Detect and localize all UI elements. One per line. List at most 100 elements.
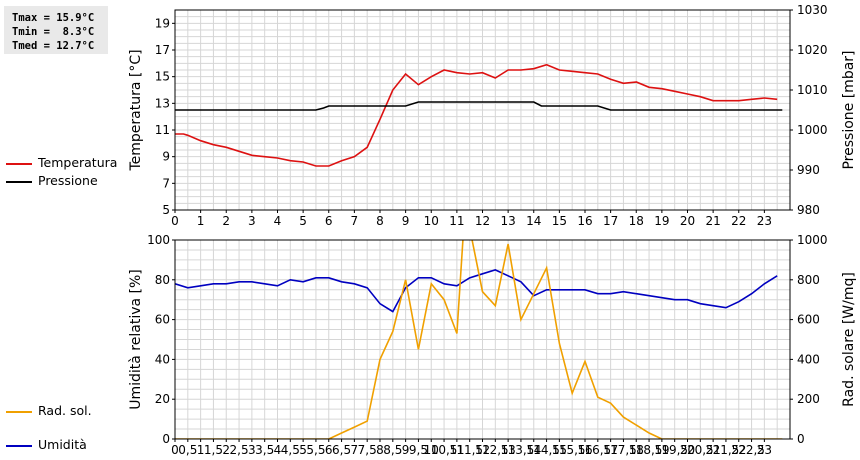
bottom-y2-tick-label: 200 [797, 392, 820, 406]
top-y-tick-label: 5 [162, 203, 170, 217]
bottom-y2-tick-label: 800 [797, 273, 820, 287]
top-x-tick-label: 13 [500, 214, 515, 228]
top-x-tick-label: 10 [424, 214, 439, 228]
bottom-y-tick-label: 40 [155, 352, 170, 366]
bottom-y-tick-label: 20 [155, 392, 170, 406]
top-y2-tick-label: 980 [797, 203, 820, 217]
bottom-x-tick-label: 10 [424, 443, 439, 457]
top-y-tick-label: 15 [155, 70, 170, 84]
top-x-tick-label: 3 [248, 214, 256, 228]
bottom-x-tick-label: 5 [299, 443, 307, 457]
top-y-tick-label: 19 [155, 16, 170, 30]
bottom-ylabel: Umidità relativa [%] [128, 269, 144, 410]
bottom-x-tick-label: 15 [552, 443, 567, 457]
top-x-tick-label: 7 [351, 214, 359, 228]
legend-temperature-swatch [6, 163, 32, 165]
bottom-x-tick-label: 17,5 [610, 443, 637, 457]
top-y-tick-label: 11 [155, 123, 170, 137]
bottom-x-tick-label: 3,5 [255, 443, 274, 457]
top-x-tick-label: 0 [171, 214, 179, 228]
bottom-x-tick-label: 11 [449, 443, 464, 457]
legend-humidity-swatch [6, 445, 32, 447]
bottom-x-tick-label: 8,5 [383, 443, 402, 457]
top-x-tick-label: 22 [731, 214, 746, 228]
top-y2-tick-label: 1010 [797, 83, 828, 97]
bottom-x-tick-label: 14,5 [533, 443, 560, 457]
bottom-x-tick-label: 19,5 [661, 443, 688, 457]
top-x-tick-label: 19 [654, 214, 669, 228]
legend-solar-label: Rad. sol. [38, 403, 92, 418]
bottom-x-tick-label: 22 [731, 443, 746, 457]
bottom-x-tick-label: 20 [680, 443, 695, 457]
top-x-tick-label: 5 [299, 214, 307, 228]
bottom-x-tick-label: 23 [757, 443, 772, 457]
bottom-x-tick-label: 3 [248, 443, 256, 457]
bottom-x-tick-label: 0 [171, 443, 179, 457]
legend-humidity-label: Umidità [38, 437, 87, 452]
bottom-x-tick-label: 1,5 [204, 443, 223, 457]
top-y2-tick-label: 1030 [797, 3, 828, 17]
bottom-x-tick-label: 16,5 [584, 443, 611, 457]
top-x-tick-label: 8 [376, 214, 384, 228]
bottom-y2label: Rad. solare [W/mq] [841, 272, 857, 407]
bottom-x-tick-label: 9,5 [409, 443, 428, 457]
stat-tmax: Tmax = 15.9°C [12, 12, 95, 24]
bottom-x-tick-label: 7 [351, 443, 359, 457]
top-x-tick-label: 12 [475, 214, 490, 228]
bottom-x-tick-label: 12,5 [482, 443, 509, 457]
stat-tmed: Tmed = 12.7°C [12, 40, 95, 52]
bottom-x-tick-label: 21,5 [713, 443, 740, 457]
bottom-x-tick-label: 18,5 [636, 443, 663, 457]
bottom-x-tick-label: 10,5 [431, 443, 458, 457]
bottom-y-tick-label: 60 [155, 313, 170, 327]
top-y2-tick-label: 1000 [797, 123, 828, 137]
top-x-tick-label: 14 [526, 214, 541, 228]
bottom-y-tick-label: 100 [147, 233, 170, 247]
bottom-x-tick-label: 0,5 [178, 443, 197, 457]
bottom-y-tick-label: 0 [162, 432, 170, 446]
top-y2-tick-label: 1020 [797, 43, 828, 57]
bottom-y2-tick-label: 600 [797, 313, 820, 327]
legend-pressure-label: Pressione [38, 173, 98, 188]
top-x-tick-label: 6 [325, 214, 333, 228]
top-y2-tick-label: 990 [797, 163, 820, 177]
bottom-x-tick-label: 18 [629, 443, 644, 457]
top-series-1-line [175, 101, 783, 111]
top-x-tick-label: 18 [629, 214, 644, 228]
bottom-x-tick-label: 12 [475, 443, 490, 457]
bottom-x-tick-label: 6,5 [332, 443, 351, 457]
top-x-tick-label: 20 [680, 214, 695, 228]
top-x-tick-label: 9 [402, 214, 410, 228]
bottom-series-1-line [175, 240, 783, 439]
bottom-x-tick-label: 17 [603, 443, 618, 457]
bottom-x-tick-label: 22,5 [738, 443, 765, 457]
top-y-tick-label: 13 [155, 96, 170, 110]
bottom-x-tick-label: 4 [274, 443, 282, 457]
bottom-x-tick-label: 21 [705, 443, 720, 457]
top-x-tick-label: 2 [222, 214, 230, 228]
bottom-x-tick-label: 9 [402, 443, 410, 457]
bottom-x-tick-label: 6 [325, 443, 333, 457]
bottom-y2-tick-label: 0 [797, 432, 805, 446]
top-x-tick-label: 17 [603, 214, 618, 228]
legend-solar-swatch [6, 411, 32, 413]
top-y-tick-label: 7 [162, 176, 170, 190]
top-y-tick-label: 9 [162, 150, 170, 164]
bottom-series-0-line [175, 269, 778, 313]
bottom-y2-tick-label: 1000 [797, 233, 828, 247]
top-x-tick-label: 15 [552, 214, 567, 228]
bottom-x-tick-label: 1 [197, 443, 205, 457]
bottom-x-tick-label: 20,5 [687, 443, 714, 457]
top-x-tick-label: 11 [449, 214, 464, 228]
bottom-x-tick-label: 14 [526, 443, 541, 457]
stats-box: Tmax = 15.9°C Tmin = 8.3°C Tmed = 12.7°C [4, 6, 108, 54]
bottom-x-tick-label: 2,5 [230, 443, 249, 457]
bottom-x-tick-label: 8 [376, 443, 384, 457]
stat-tmin: Tmin = 8.3°C [12, 26, 95, 38]
legend-temperature-label: Temperatura [38, 155, 118, 170]
bottom-x-tick-label: 16 [577, 443, 592, 457]
top-x-tick-label: 4 [274, 214, 282, 228]
bottom-x-tick-label: 7,5 [358, 443, 377, 457]
bottom-y-tick-label: 80 [155, 273, 170, 287]
